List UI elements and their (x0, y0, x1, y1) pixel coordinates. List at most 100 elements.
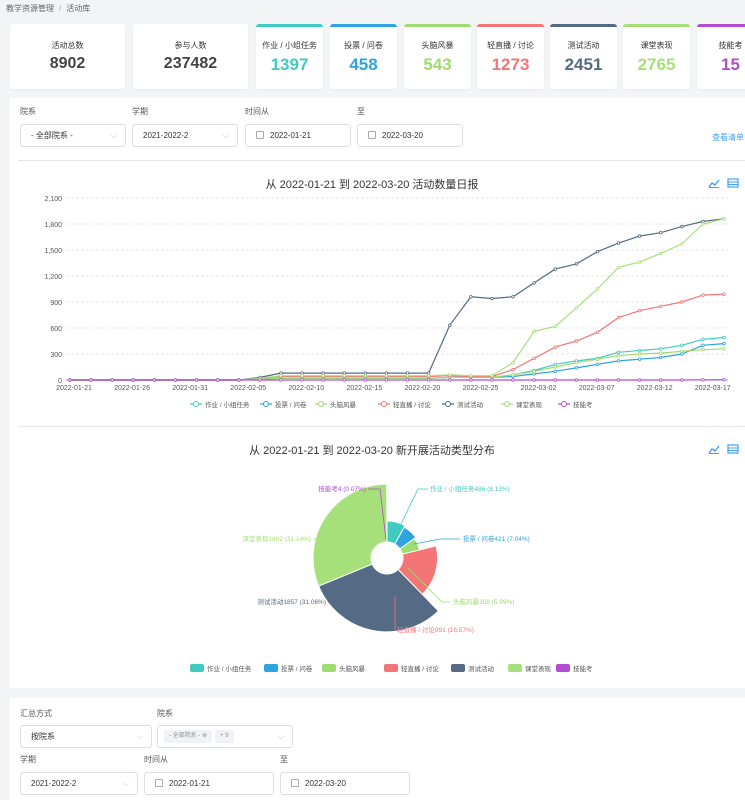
data-point (680, 378, 684, 382)
legend-item[interactable]: 技能考 (558, 400, 593, 409)
line-chart-icon[interactable] (708, 444, 720, 457)
legend-swatch (322, 664, 336, 672)
summary-to-input[interactable]: 2022-03-20 (280, 772, 410, 795)
data-point (511, 360, 515, 365)
line-chart-title: 从 2022-01-21 到 2022-03-20 活动数量日报 (265, 179, 479, 191)
legend-item[interactable]: 技能考 (556, 664, 593, 673)
legend-marker (504, 401, 510, 407)
data-point (595, 330, 600, 335)
from-date-input[interactable]: 2022-01-21 (245, 124, 351, 147)
legend-item[interactable]: 轻直播 / 讨论 (384, 664, 439, 673)
data-view-icon[interactable] (727, 444, 739, 457)
legend-item[interactable]: 轻直播 / 讨论 (378, 400, 431, 409)
data-point (659, 347, 663, 351)
data-point (532, 356, 536, 361)
dept-select[interactable]: - 全部院系 - ⌵ (20, 124, 126, 147)
legend-label: 投票 / 问卷 (281, 664, 313, 673)
term-select[interactable]: 2021-2022-2 ⌵ (132, 124, 238, 147)
legend-label: 技能考 (573, 400, 593, 409)
to-date-value: 2022-03-20 (382, 131, 423, 140)
slice-label: 投票 / 问卷421 (7.04%) (463, 534, 530, 543)
legend-item[interactable]: 测试活动 (442, 400, 484, 409)
data-point (574, 378, 579, 382)
slice-label: 轻直播 / 讨论991 (16.57%) (397, 625, 474, 634)
tag-close-icon[interactable]: ⊗ (202, 733, 208, 740)
data-view-icon[interactable] (727, 178, 739, 191)
data-point (490, 296, 494, 301)
data-point (553, 324, 557, 328)
legend-label: 课堂表现 (516, 400, 543, 409)
legend-label: 轻直播 / 讨论 (393, 400, 431, 409)
pie-slice[interactable] (318, 563, 440, 633)
legend-item[interactable]: 作业 / 小组任务 (190, 400, 250, 409)
data-point (490, 378, 494, 382)
data-point (110, 378, 114, 382)
stat-accent-bar (697, 24, 745, 27)
data-point (722, 292, 726, 296)
summary-dept-label: 院系 (157, 709, 173, 718)
summary-to-label: 至 (280, 755, 288, 764)
data-point (616, 315, 621, 320)
data-point (680, 349, 684, 354)
stat-card-type: 轻直播 / 讨论 1273 (477, 24, 544, 89)
to-date-input[interactable]: 2022-03-20 (357, 124, 463, 147)
legend-label: 测试活动 (457, 400, 484, 409)
data-point (152, 378, 157, 382)
data-point (384, 373, 389, 378)
legend-item[interactable]: 投票 / 问卷 (260, 400, 307, 409)
data-point (194, 378, 199, 382)
x-tick-label: 2022-02-20 (405, 385, 441, 392)
data-point (659, 351, 663, 355)
x-tick-label: 2022-02-05 (230, 385, 266, 392)
legend-item[interactable]: 测试活动 (451, 664, 495, 673)
stat-label: 作业 / 小组任务 (262, 41, 317, 50)
view-list-link[interactable]: 查看清单 (712, 133, 744, 142)
dept-tag-label: - 全部院系 - (169, 733, 201, 740)
data-point (68, 378, 72, 382)
legend-item[interactable]: 头脑风暴 (315, 400, 357, 409)
y-tick-label: 1,800 (44, 222, 62, 229)
legend-item[interactable]: 投票 / 问卷 (264, 664, 313, 673)
data-point (405, 378, 410, 382)
stat-card-type: 课堂表现 2765 (623, 24, 690, 89)
summary-from-value: 2022-01-21 (169, 779, 210, 788)
breadcrumb-parent[interactable]: 教学资源管理 (6, 4, 54, 13)
data-point (511, 295, 515, 299)
data-point (680, 300, 684, 304)
legend-item[interactable]: 作业 / 小组任务 (190, 664, 252, 673)
summary-panel: 汇总方式 院系 按院系 ⌵ - 全部院系 - ⊗ + 9 ⌵ 学期 时间从 至 2… (10, 698, 745, 800)
summary-term-select[interactable]: 2021-2022-2 ⌵ (20, 772, 138, 795)
chevron-down-icon: ⌵ (277, 732, 284, 741)
data-point (637, 234, 642, 238)
data-point (89, 378, 93, 382)
x-tick-label: 2022-03-02 (521, 385, 557, 392)
data-point (511, 367, 515, 372)
stat-card-type: 头脑风暴 543 (404, 24, 471, 89)
data-point (595, 357, 600, 361)
data-point (616, 265, 621, 270)
data-point (595, 378, 600, 382)
summary-from-input[interactable]: 2022-01-21 (144, 772, 274, 795)
divider (18, 160, 745, 161)
y-tick-label: 1,500 (44, 248, 62, 255)
pie-slice[interactable] (312, 483, 388, 587)
legend-item[interactable]: 头脑风暴 (322, 664, 366, 673)
chevron-down-icon: ⌵ (122, 779, 129, 788)
line-chart-icon[interactable] (708, 178, 720, 191)
summary-dept-select[interactable]: - 全部院系 - ⊗ + 9 ⌵ (157, 725, 293, 748)
data-point (701, 343, 705, 348)
stat-value: 1397 (270, 55, 309, 74)
data-point (363, 378, 368, 382)
method-select[interactable]: 按院系 ⌵ (20, 725, 152, 748)
dept-select-value: - 全部院系 - (31, 131, 73, 140)
data-point (532, 369, 536, 374)
data-point (574, 366, 579, 370)
series-line (70, 343, 725, 381)
stat-card-participants: 参与人数 237482 (133, 24, 248, 89)
legend-swatch (508, 664, 522, 672)
legend-item[interactable]: 课堂表现 (501, 400, 543, 409)
chevron-down-icon: ⌵ (136, 732, 143, 741)
data-point (701, 378, 705, 382)
legend-item[interactable]: 课堂表现 (508, 664, 552, 673)
data-point (722, 341, 726, 346)
